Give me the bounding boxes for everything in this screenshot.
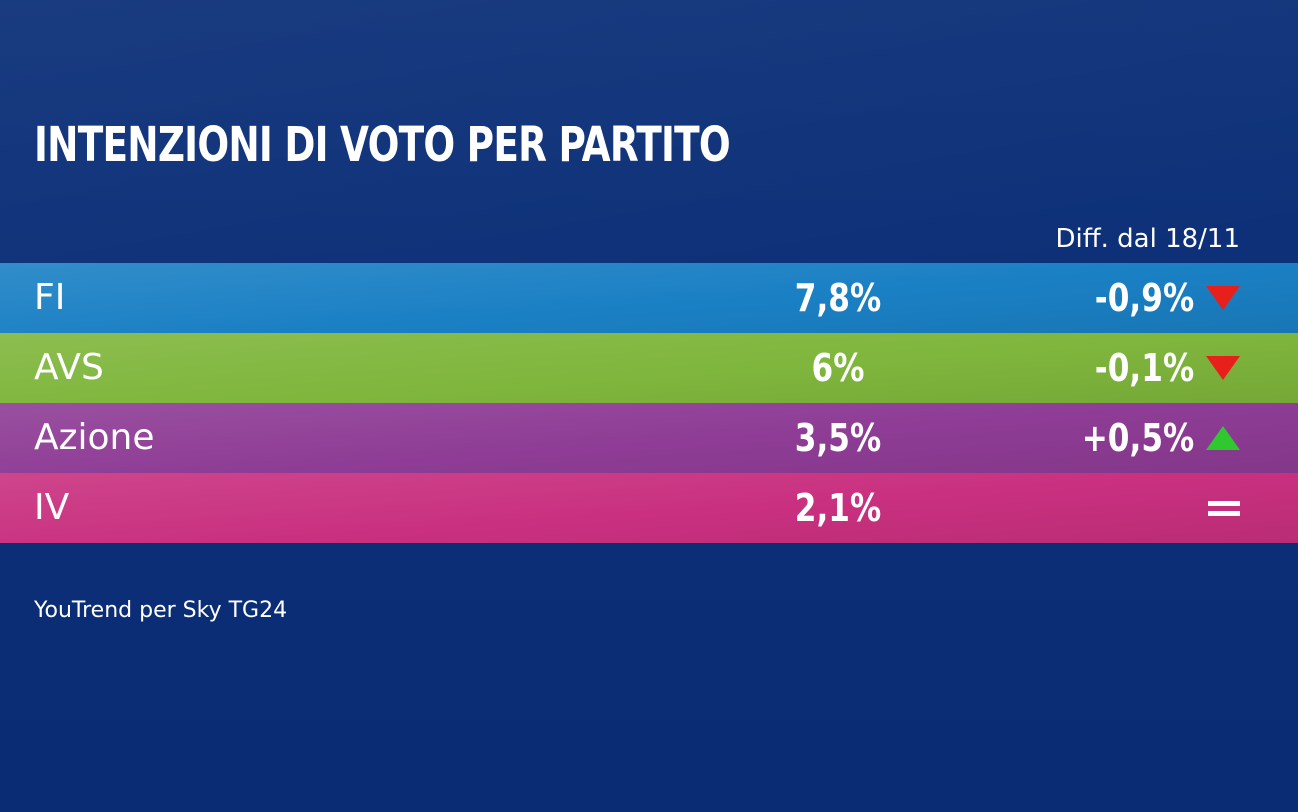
diff-cell: +0,5% [1057,403,1240,473]
party-name: AVS [34,347,104,388]
diff-cell: -0,1% [1073,333,1240,403]
party-table: FI 7,8% -0,9% AVS 6% -0,1% Azione 3,5% +… [0,263,1298,543]
table-row-azione: Azione 3,5% +0,5% [0,403,1298,473]
diff-column-header: Diff. dal 18/11 [1055,224,1240,254]
diff-value: -0,1% [1094,346,1194,390]
down-arrow-icon [1206,286,1240,310]
equal-icon [1208,498,1240,518]
up-arrow-icon [1206,426,1240,450]
table-row-fi: FI 7,8% -0,9% [0,263,1298,333]
diff-cell: -0,9% [1073,263,1240,333]
diff-cell [1208,473,1240,543]
table-row-avs: AVS 6% -0,1% [0,333,1298,403]
party-name: Azione [34,417,155,458]
party-name: FI [34,277,66,318]
diff-value: +0,5% [1081,416,1194,460]
table-row-iv: IV 2,1% [0,473,1298,543]
chart-title: INTENZIONI DI VOTO PER PARTITO [34,117,731,173]
diff-value: -0,9% [1094,276,1194,320]
down-arrow-icon [1206,356,1240,380]
vote-share: 2,1% [794,486,882,530]
vote-share: 3,5% [794,416,882,460]
source-credit: YouTrend per Sky TG24 [34,598,288,623]
party-name: IV [34,487,70,528]
vote-share: 6% [811,346,865,390]
vote-share: 7,8% [794,276,882,320]
